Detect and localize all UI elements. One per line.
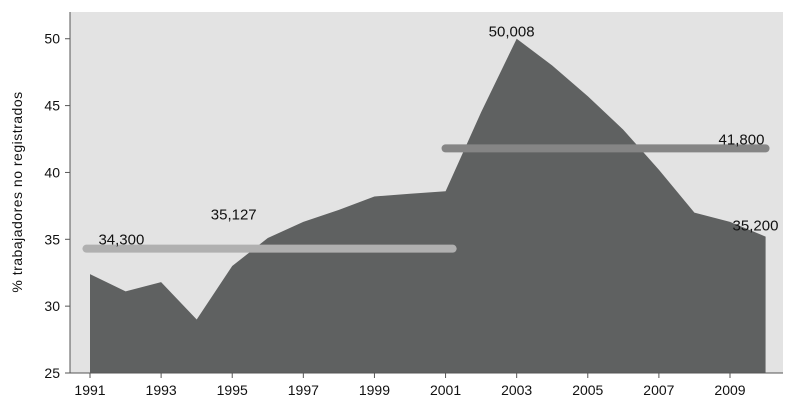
x-tick-label: 1999 xyxy=(359,382,390,398)
data-label: 35,127 xyxy=(211,207,257,224)
y-tick-label: 50 xyxy=(44,31,60,47)
x-tick-label: 2007 xyxy=(643,382,674,398)
x-tick-label: 1995 xyxy=(217,382,248,398)
x-tick-label: 2005 xyxy=(572,382,603,398)
y-tick-label: 40 xyxy=(44,164,60,180)
y-tick-label: 30 xyxy=(44,298,60,314)
x-tick-label: 1991 xyxy=(74,382,105,398)
y-tick-label: 45 xyxy=(44,98,60,114)
x-tick-label: 2003 xyxy=(501,382,532,398)
x-tick-label: 2001 xyxy=(430,382,461,398)
y-axis-title: % trabajadores no registrados xyxy=(9,91,25,292)
x-tick-label: 1993 xyxy=(146,382,177,398)
y-tick-label: 25 xyxy=(44,365,60,381)
y-tick-label: 35 xyxy=(44,231,60,247)
data-label: 50,008 xyxy=(489,24,535,41)
x-tick-label: 1997 xyxy=(288,382,319,398)
reference-line-label: 41,800 xyxy=(719,131,765,148)
area-series xyxy=(90,38,766,373)
reference-line-label: 34,300 xyxy=(98,232,144,249)
data-label: 35,200 xyxy=(733,218,779,235)
x-tick-label: 2009 xyxy=(714,382,745,398)
